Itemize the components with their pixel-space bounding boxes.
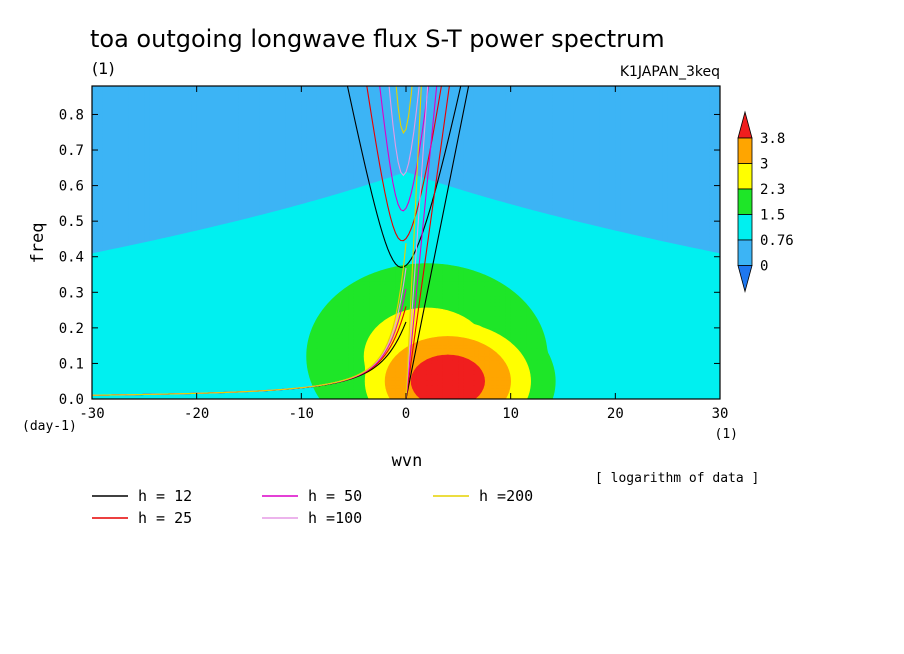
y-tick-label-3: 0.3 — [59, 285, 84, 301]
dataset-label: K1JAPAN_3keq — [620, 64, 720, 80]
colorbar-label-5: 3.8 — [760, 131, 785, 147]
colorbar-swatch-5 — [737, 137, 753, 164]
x-tick-label-5: 20 — [607, 406, 624, 422]
legend-label-h100: h =100 — [308, 509, 362, 527]
x-tick-label-1: -20 — [184, 406, 209, 422]
legend-label-h25: h = 25 — [138, 509, 192, 527]
colorbar: 0 0.76 1.5 2.3 3 3.8 — [737, 110, 794, 294]
x-axis-label: wvn — [392, 451, 423, 471]
y-tick-label-8: 0.8 — [59, 107, 84, 123]
chart-title: toa outgoing longwave flux S-T power spe… — [90, 25, 665, 53]
x-tick-label-2: -10 — [289, 406, 314, 422]
gravity-curve-h50 — [379, 86, 430, 212]
chart-subtitle: (1) — [92, 59, 115, 78]
y-tick-label-0: 0.0 — [59, 392, 84, 408]
gravity-curve-h12 — [346, 86, 462, 268]
y-tick-label-2: 0.2 — [59, 321, 84, 337]
colorbar-label-4: 3 — [760, 157, 768, 173]
colorbar-label-0: 0 — [760, 259, 768, 275]
gravity-curve-h200 — [395, 86, 413, 135]
y-tick-label-6: 0.6 — [59, 179, 84, 195]
colorbar-label-1: 0.76 — [760, 233, 794, 249]
data-note: [ logarithm of data ] — [595, 471, 759, 486]
colorbar-swatch-4 — [737, 163, 753, 190]
legend-label-h12: h = 12 — [138, 487, 192, 505]
colorbar-label-3: 2.3 — [760, 182, 785, 198]
legend-label-h50: h = 50 — [308, 487, 362, 505]
x-tick-label-4: 10 — [502, 406, 519, 422]
y-tick-label-4: 0.4 — [59, 250, 84, 266]
x-unit-label: (1) — [715, 427, 738, 442]
dispersion-curves — [92, 86, 470, 399]
y-tick-label-5: 0.5 — [59, 214, 84, 230]
gravity-curve-h100 — [388, 86, 420, 177]
legend-label-h200: h =200 — [479, 487, 533, 505]
kelvin-curve-h12 — [405, 86, 470, 399]
dispersion-legend: h = 12 h = 25 h = 50 h =100 h =200 — [92, 487, 533, 527]
gravity-curve-h25 — [366, 86, 442, 242]
colorbar-label-2: 1.5 — [760, 208, 785, 224]
colorbar-top-arrow — [737, 110, 753, 139]
field-band-5 — [410, 354, 485, 399]
x-tick-label-3: 0 — [402, 406, 410, 422]
x-tick-label-6: 30 — [712, 406, 729, 422]
y-tick-label-1: 0.1 — [59, 356, 84, 372]
spectrum-field — [92, 86, 720, 399]
colorbar-bottom-arrow — [737, 265, 753, 294]
axes: -30 -20 -10 0 10 20 30 0.0 0.1 0.2 0.3 0.4 0.5 0.6 0.7… — [59, 86, 729, 422]
x-tick-label-0: -30 — [79, 406, 104, 422]
y-unit-label: (day-1) — [22, 419, 77, 434]
y-axis-label: freq — [28, 223, 48, 264]
colorbar-swatch-3 — [737, 188, 753, 215]
y-tick-label-7: 0.7 — [59, 143, 84, 159]
colorbar-swatch-2 — [737, 214, 753, 241]
mrg-curve-h200 — [92, 243, 407, 396]
colorbar-swatch-1 — [737, 239, 753, 266]
